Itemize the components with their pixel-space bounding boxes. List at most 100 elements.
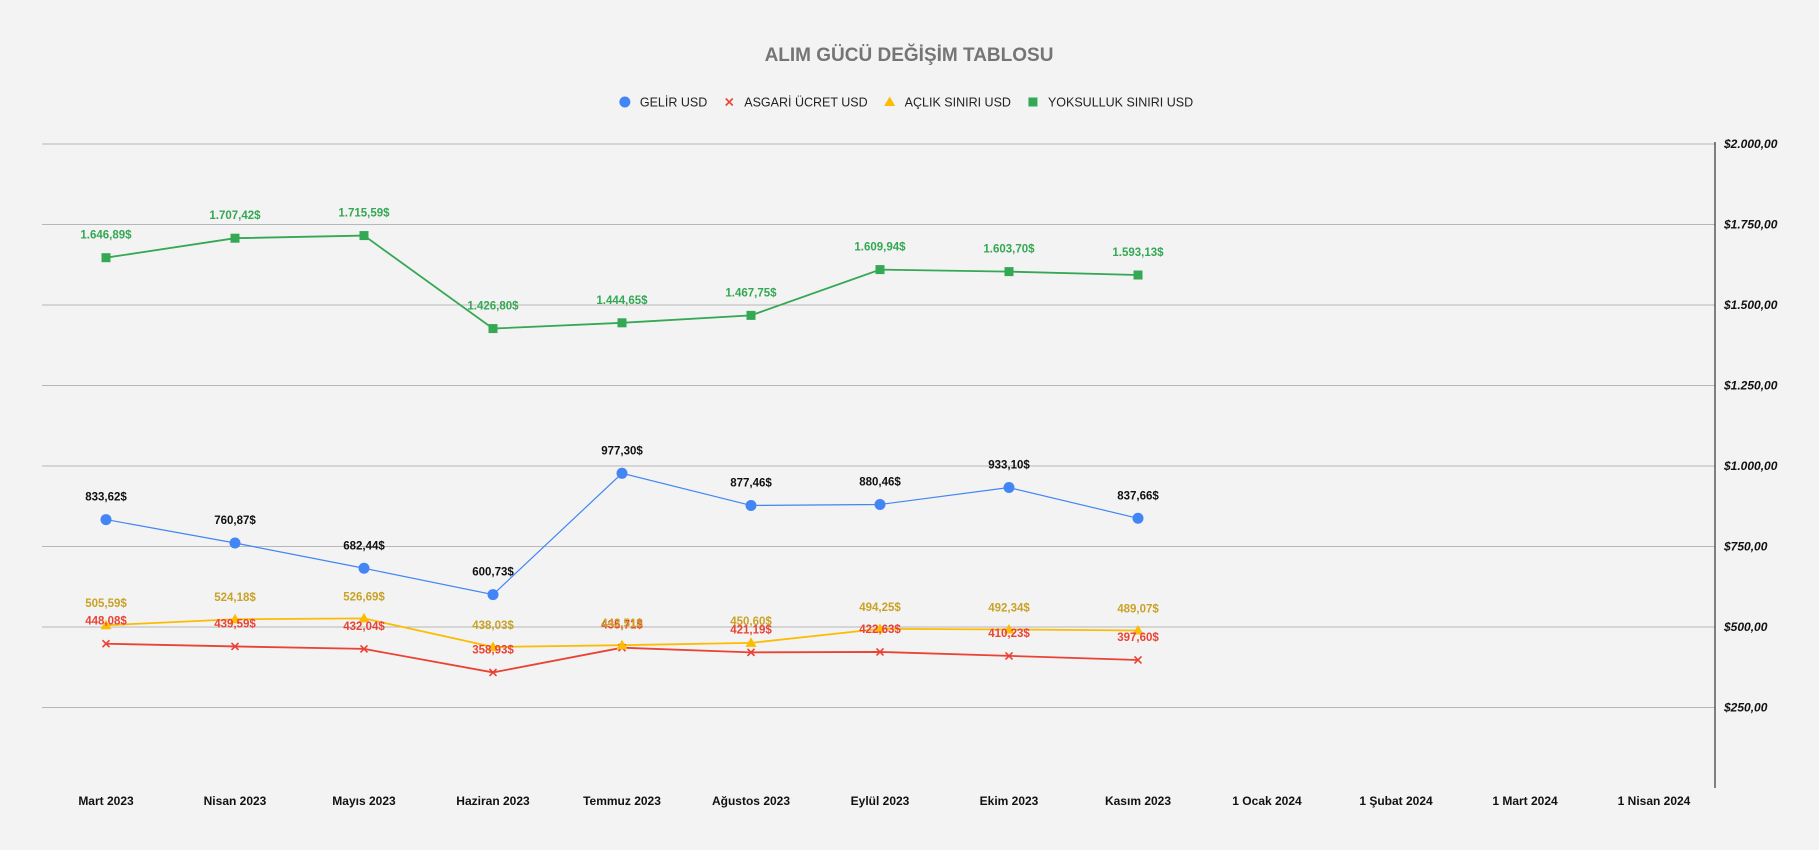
- legend-label-aclik-siniri-usd: AÇLIK SINIRI USD: [905, 96, 1011, 110]
- data-label-asgari-ucret-usd: 422,63$: [859, 624, 901, 636]
- x-tick-label: 1 Ocak 2024: [1232, 794, 1302, 808]
- data-label-yoksulluk-siniri-usd: 1.426,80$: [467, 301, 519, 313]
- point-asgari-ucret-usd: [101, 639, 111, 648]
- x-tick-label: Kasım 2023: [1105, 794, 1171, 808]
- point-gelir-usd: [358, 562, 370, 574]
- data-label-aclik-siniri-usd: 489,07$: [1117, 604, 1159, 616]
- data-label-aclik-siniri-usd: 524,18$: [214, 592, 256, 604]
- data-label-aclik-siniri-usd: 438,03$: [472, 620, 514, 632]
- point-aclik-siniri-usd: [874, 623, 886, 633]
- gridlines: [42, 143, 1715, 708]
- data-label-asgari-ucret-usd: 421,19$: [730, 624, 772, 636]
- x-tick-label: Nisan 2023: [204, 794, 267, 808]
- point-asgari-ucret-usd: [746, 648, 756, 657]
- point-asgari-ucret-usd: [488, 668, 498, 677]
- data-label-aclik-siniri-usd: 526,69$: [343, 591, 385, 603]
- point-gelir-usd: [1003, 482, 1015, 494]
- x-tick-label: Haziran 2023: [456, 794, 530, 808]
- legend-marker-gelir-usd: [619, 96, 631, 108]
- data-label-aclik-siniri-usd: 492,34$: [988, 602, 1030, 614]
- data-label-gelir-usd: 933,10$: [988, 460, 1030, 472]
- data-label-asgari-ucret-usd: 397,60$: [1117, 632, 1159, 644]
- data-label-yoksulluk-siniri-usd: 1.593,13$: [1112, 247, 1164, 259]
- data-label-yoksulluk-siniri-usd: 1.707,42$: [209, 210, 261, 222]
- data-label-aclik-siniri-usd: 450,60$: [730, 616, 772, 628]
- x-axis: Mart 2023 Nisan 2023 Mayıs 2023 Haziran 202…: [78, 794, 1690, 808]
- data-label-aclik-siniri-usd: 443,51$: [601, 618, 643, 630]
- data-label-gelir-usd: 600,73$: [472, 567, 514, 579]
- point-asgari-ucret-usd: [359, 644, 369, 653]
- point-aclik-siniri-usd: [1003, 623, 1015, 634]
- y-tick-label: $1.750,00: [1723, 218, 1778, 232]
- y-tick-label: $500,00: [1723, 620, 1768, 634]
- data-label-aclik-siniri-usd: 505,59$: [85, 598, 127, 610]
- point-yoksulluk-siniri-usd: [1133, 270, 1143, 280]
- x-tick-label: Temmuz 2023: [583, 794, 661, 808]
- point-asgari-ucret-usd: [230, 642, 240, 651]
- x-tick-label: Mart 2023: [78, 794, 134, 808]
- point-gelir-usd: [229, 537, 241, 549]
- data-label-gelir-usd: 837,66$: [1117, 490, 1159, 502]
- data-label-gelir-usd: 880,46$: [859, 476, 901, 488]
- data-label-gelir-usd: 977,30$: [601, 445, 643, 457]
- point-asgari-ucret-usd: [875, 647, 885, 656]
- data-label-asgari-ucret-usd: 432,04$: [343, 621, 385, 633]
- x-tick-label: Eylül 2023: [851, 794, 910, 808]
- x-tick-label: 1 Mart 2024: [1492, 794, 1558, 808]
- point-aclik-siniri-usd: [1132, 625, 1144, 635]
- point-aclik-siniri-usd: [100, 619, 112, 630]
- legend-label-yoksulluk-siniri-usd: YOKSULLUK SINIRI USD: [1048, 96, 1193, 110]
- y-tick-label: $2.000,00: [1723, 137, 1778, 151]
- point-gelir-usd: [487, 589, 499, 601]
- chart-title: ALIM GÜCÜ DEĞİŞİM TABLOSU: [765, 44, 1054, 66]
- y-tick-label: $250,00: [1723, 701, 1768, 715]
- point-gelir-usd: [745, 499, 757, 511]
- data-label-gelir-usd: 760,87$: [214, 515, 256, 527]
- data-label-aclik-siniri-usd: 494,25$: [859, 602, 901, 614]
- x-tick-label: Ağustos 2023: [712, 794, 790, 808]
- point-aclik-siniri-usd: [358, 612, 370, 623]
- data-label-yoksulluk-siniri-usd: 1.603,70$: [983, 244, 1035, 256]
- data-label-yoksulluk-siniri-usd: 1.467,75$: [725, 287, 777, 299]
- y-axis: $250,00 $500,00 $750,00 $1.000,00 $1.250,00 $…: [1714, 137, 1778, 788]
- point-yoksulluk-siniri-usd: [230, 233, 240, 243]
- data-label-asgari-ucret-usd: 439,59$: [214, 618, 256, 630]
- series-line-gelir-usd: [105, 472, 1139, 596]
- data-label-asgari-ucret-usd: 410,23$: [988, 628, 1030, 640]
- legend-label-gelir-usd: GELİR USD: [640, 96, 707, 110]
- point-asgari-ucret-usd: [1133, 655, 1143, 665]
- data-label-asgari-ucret-usd: 435,71$: [601, 620, 643, 632]
- point-yoksulluk-siniri-usd: [1004, 267, 1014, 277]
- data-labels: 833,62$ 760,87$ 682,44$ 600,73$ 977,30$ 877,4…: [80, 208, 1164, 657]
- y-tick-label: $750,00: [1723, 540, 1768, 554]
- point-aclik-siniri-usd: [487, 641, 499, 651]
- legend-marker-yoksulluk-siniri-usd: [1028, 97, 1038, 107]
- data-label-asgari-ucret-usd: 358,93$: [472, 644, 514, 656]
- point-aclik-siniri-usd: [229, 613, 241, 624]
- point-yoksulluk-siniri-usd: [617, 318, 627, 328]
- point-aclik-siniri-usd: [616, 639, 628, 650]
- y-tick-label: $1.250,00: [1723, 379, 1778, 393]
- point-yoksulluk-siniri-usd: [746, 310, 756, 320]
- point-yoksulluk-siniri-usd: [488, 324, 498, 334]
- y-tick-label: $1.000,00: [1723, 459, 1778, 473]
- x-tick-label: Ekim 2023: [980, 794, 1039, 808]
- point-gelir-usd: [100, 514, 112, 526]
- legend: GELİR USD ASGARİ ÜCRET USD AÇLIK SINIRI US…: [619, 96, 1193, 110]
- data-label-gelir-usd: 833,62$: [85, 492, 127, 504]
- data-label-yoksulluk-siniri-usd: 1.715,59$: [338, 208, 390, 220]
- x-tick-label: 1 Şubat 2024: [1359, 794, 1433, 808]
- x-tick-label: 1 Nisan 2024: [1618, 794, 1691, 808]
- point-yoksulluk-siniri-usd: [875, 265, 885, 275]
- point-gelir-usd: [616, 467, 628, 479]
- data-label-yoksulluk-siniri-usd: 1.646,89$: [80, 230, 132, 242]
- y-tick-label: $1.500,00: [1723, 298, 1778, 312]
- legend-marker-asgari-ucret-usd: [725, 97, 734, 107]
- data-label-yoksulluk-siniri-usd: 1.444,65$: [596, 295, 648, 307]
- point-gelir-usd: [874, 498, 886, 510]
- point-yoksulluk-siniri-usd: [359, 231, 369, 241]
- legend-label-asgari-ucret-usd: ASGARİ ÜCRET USD: [744, 96, 867, 110]
- point-gelir-usd: [1132, 512, 1144, 524]
- data-label-gelir-usd: 877,46$: [730, 477, 772, 489]
